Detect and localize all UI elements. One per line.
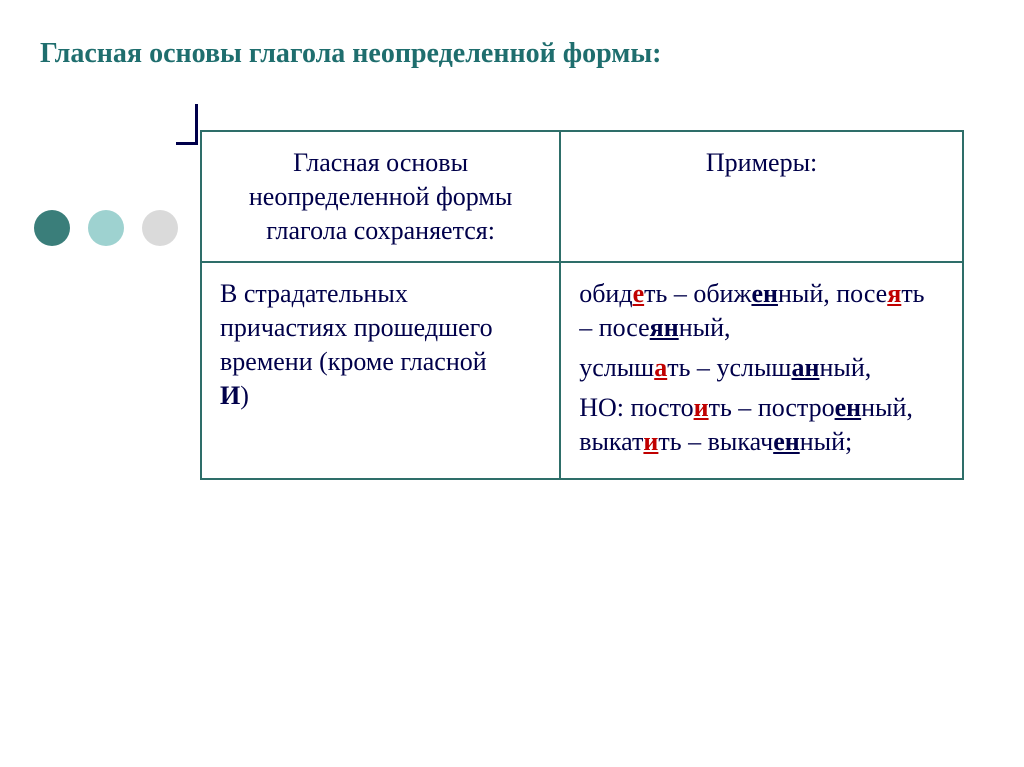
t: услыш — [579, 353, 654, 382]
t: ть – обиж — [644, 279, 751, 308]
example-3: НО: постоить – построенный, выкатить – в… — [579, 391, 944, 459]
body-left-l4-bold: И — [220, 381, 240, 410]
page-title: Гласная основы глагола неопределенной фо… — [40, 38, 662, 70]
t: выкач — [708, 427, 774, 456]
hl: ан — [791, 353, 819, 382]
header-right: Примеры: — [560, 131, 963, 262]
t: ный, — [679, 313, 731, 342]
table-body-row: В страдательных причастиях прошедшего вр… — [201, 262, 963, 479]
t: постро — [758, 393, 835, 422]
body-right: обидеть – обиженный, посеять – посеянный… — [560, 262, 963, 479]
content-table: Гласная основы неопределенной формы глаг… — [200, 130, 964, 480]
corner-tick-vertical — [195, 104, 198, 144]
t: ть – — [667, 353, 710, 382]
hl: ян — [650, 313, 679, 342]
t: обид — [579, 279, 632, 308]
hl: ен — [835, 393, 862, 422]
hl: и — [694, 393, 709, 422]
t: услыш — [716, 353, 791, 382]
t: ть – — [658, 427, 701, 456]
header-left-l1: Гласная основы — [293, 148, 468, 177]
body-left: В страдательных причастиях прошедшего вр… — [201, 262, 560, 479]
t: ть – — [709, 393, 752, 422]
example-2: услышать – услышанный, — [579, 351, 944, 385]
corner-tick-horizontal — [176, 142, 198, 145]
hl: ен — [773, 427, 800, 456]
t: ный; — [800, 427, 853, 456]
dot-2 — [88, 210, 124, 246]
decorative-dots — [34, 210, 178, 246]
hl: е — [633, 279, 645, 308]
hl: и — [643, 427, 658, 456]
t: ный, — [819, 353, 871, 382]
header-left-l3: глагола сохраняется: — [266, 216, 495, 245]
dot-1 — [34, 210, 70, 246]
body-left-l2: причастиях прошедшего — [220, 313, 493, 342]
t: посто — [630, 393, 693, 422]
body-left-l3: времени (кроме гласной — [220, 347, 487, 376]
example-1: обидеть – обиженный, посеять – посеянный… — [579, 277, 944, 345]
hl: ен — [751, 279, 778, 308]
hl: а — [654, 353, 667, 382]
dot-3 — [142, 210, 178, 246]
body-left-l4-tail: ) — [240, 381, 249, 410]
t: посе — [836, 279, 887, 308]
body-left-l1: В страдательных — [220, 279, 408, 308]
t: НО: — [579, 393, 630, 422]
header-left-l2: неопределенной формы — [249, 182, 512, 211]
header-left: Гласная основы неопределенной формы глаг… — [201, 131, 560, 262]
table-header-row: Гласная основы неопределенной формы глаг… — [201, 131, 963, 262]
t: ный, — [778, 279, 830, 308]
hl: я — [887, 279, 901, 308]
content-table-wrap: Гласная основы неопределенной формы глаг… — [200, 130, 964, 480]
